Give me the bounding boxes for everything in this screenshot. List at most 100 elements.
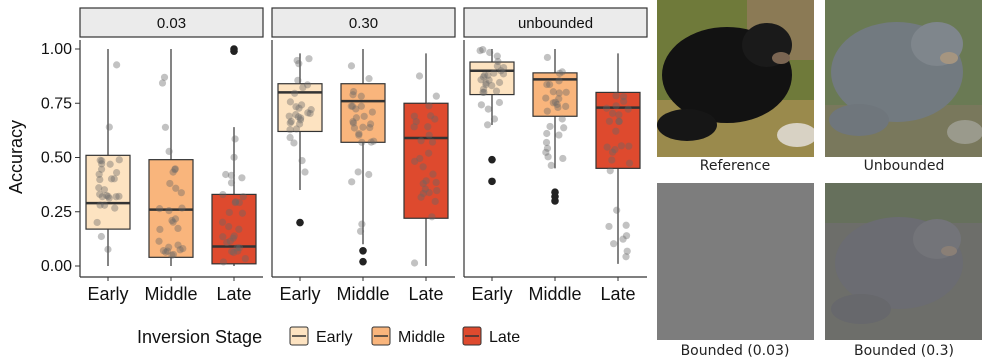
data-point	[230, 232, 238, 240]
facet-strip	[271, 7, 456, 38]
data-point	[107, 175, 116, 183]
data-point	[547, 161, 555, 169]
data-point	[102, 191, 111, 200]
data-point	[495, 78, 504, 87]
data-point	[608, 109, 617, 117]
data-point	[492, 87, 501, 95]
reference-image	[657, 0, 817, 157]
bounded-003-image	[657, 183, 814, 340]
data-point	[348, 178, 356, 186]
data-point	[370, 137, 378, 145]
data-point	[555, 131, 563, 139]
data-point	[352, 114, 360, 122]
data-point	[428, 213, 436, 221]
data-point	[156, 225, 164, 233]
box-late	[403, 102, 449, 219]
data-point	[553, 100, 561, 109]
data-point	[178, 204, 186, 212]
data-point	[427, 112, 435, 120]
data-point	[605, 222, 613, 231]
data-point	[410, 112, 418, 120]
data-point	[556, 69, 564, 77]
data-point	[95, 184, 103, 192]
data-point	[104, 245, 112, 253]
box-early	[85, 154, 131, 230]
data-point	[613, 206, 621, 214]
legend-title: Inversion Stage	[137, 327, 262, 347]
data-point	[542, 138, 551, 147]
x-tick-label: Middle	[336, 284, 389, 304]
data-point	[356, 227, 365, 235]
data-point	[421, 185, 429, 193]
data-point	[542, 148, 550, 156]
data-point	[357, 102, 365, 110]
data-point	[419, 163, 427, 171]
data-point	[305, 55, 313, 63]
y-axis-label: Accuracy	[6, 120, 26, 194]
data-point	[163, 247, 172, 255]
data-point	[412, 117, 420, 126]
x-tick-label: Early	[279, 284, 320, 304]
data-point	[349, 119, 358, 127]
data-point	[615, 111, 623, 119]
data-point	[493, 62, 502, 70]
data-point	[96, 156, 104, 164]
data-point	[347, 62, 356, 70]
data-point	[115, 156, 123, 164]
data-point	[104, 192, 112, 201]
data-point	[97, 165, 106, 173]
data-point	[358, 220, 366, 228]
data-point	[286, 98, 294, 106]
data-point	[497, 67, 505, 75]
y-tick-label: 0.75	[41, 95, 72, 112]
data-point	[292, 125, 301, 133]
data-point	[162, 248, 170, 256]
data-point	[171, 165, 179, 174]
data-point	[612, 102, 620, 110]
data-point	[348, 102, 357, 110]
data-point	[625, 142, 633, 150]
data-point	[562, 102, 570, 111]
data-point	[155, 237, 163, 245]
data-point	[419, 179, 427, 188]
data-point	[359, 123, 367, 131]
y-tick-label: 0.00	[41, 258, 72, 275]
data-point	[615, 117, 623, 125]
data-point	[299, 83, 307, 92]
data-point	[562, 88, 570, 96]
data-point	[358, 138, 366, 146]
data-point	[479, 73, 488, 81]
box-middle	[340, 83, 386, 143]
data-point	[625, 159, 634, 167]
data-point	[543, 53, 552, 62]
bounded-03-image	[825, 183, 982, 340]
bounded-003-caption: Bounded (0.03)	[680, 343, 790, 359]
data-point	[355, 130, 363, 138]
data-point	[286, 126, 294, 134]
data-point	[622, 232, 631, 240]
data-point	[161, 123, 170, 131]
data-point	[169, 250, 178, 259]
data-point	[233, 244, 241, 252]
data-point	[612, 92, 620, 100]
data-point	[347, 102, 355, 110]
data-point	[431, 197, 439, 206]
data-point	[96, 190, 104, 198]
data-point	[422, 177, 430, 185]
data-point	[481, 71, 489, 79]
data-point	[155, 205, 164, 213]
legend-label: Late	[489, 329, 520, 346]
x-tick-label: Late	[216, 284, 251, 304]
data-point	[110, 175, 118, 183]
data-point	[295, 120, 304, 128]
legend-label: Middle	[398, 329, 445, 346]
data-point	[231, 199, 239, 207]
data-point	[159, 247, 168, 255]
data-point	[357, 92, 365, 100]
data-point	[160, 73, 169, 81]
data-point	[355, 131, 363, 139]
data-point	[608, 148, 617, 156]
data-point	[293, 56, 301, 65]
data-point	[285, 112, 293, 120]
data-point	[172, 184, 180, 192]
